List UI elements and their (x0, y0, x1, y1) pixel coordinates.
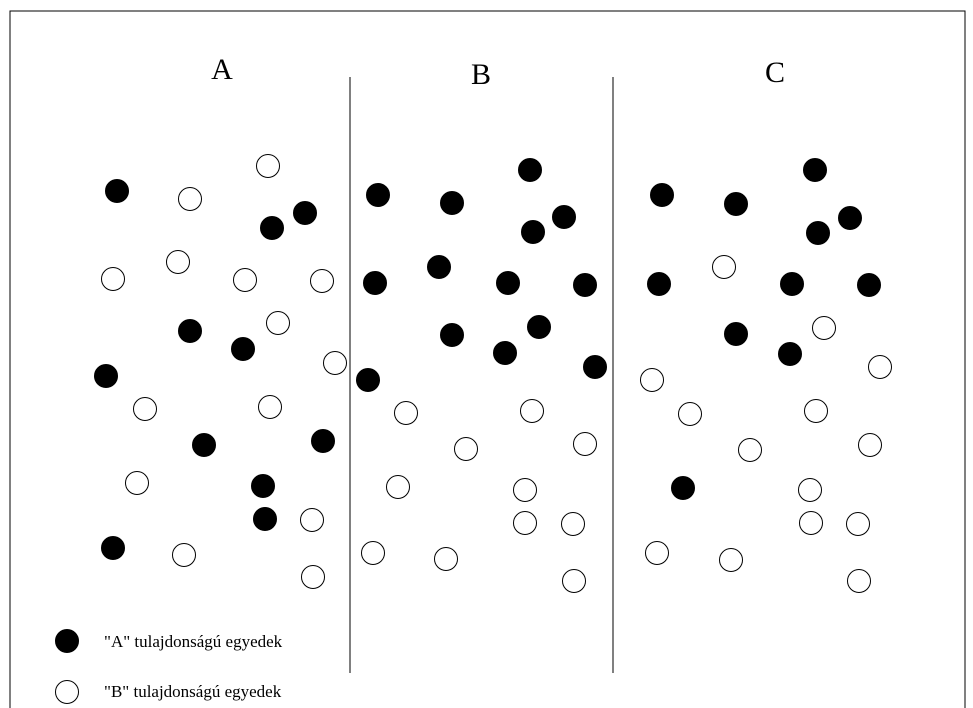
legend-type-b-marker (55, 680, 79, 704)
panel-label-b: B (471, 58, 491, 91)
panel-c-individual-type-b-14 (640, 368, 664, 392)
panel-b-individual-type-a-3 (518, 158, 542, 182)
panel-b-individual-type-a-9 (573, 273, 597, 297)
panel-b-individual-type-a-13 (583, 355, 607, 379)
panel-b-individual-type-b-18 (573, 432, 597, 456)
panel-a-individual-type-b-3 (256, 154, 280, 178)
panel-c-individual-type-a-6 (647, 272, 671, 296)
individuals-group (94, 154, 892, 593)
panel-b-individual-type-b-23 (361, 541, 385, 565)
panel-c-individual-type-a-12 (778, 342, 802, 366)
panel-a-individual-type-a-18 (311, 429, 335, 453)
panel-a-individual-type-a-23 (101, 536, 125, 560)
panel-c-individual-type-b-16 (804, 399, 828, 423)
panel-c-individual-type-b-18 (858, 433, 882, 457)
panel-b-individual-type-b-22 (561, 512, 585, 536)
panel-a-individual-type-b-6 (101, 267, 125, 291)
legend-type-a-label: "A" tulajdonságú egyedek (104, 632, 283, 651)
panel-c-individual-type-b-20 (798, 478, 822, 502)
legend: "A" tulajdonságú egyedek "B" tulajdonság… (55, 629, 283, 704)
panel-a-individual-type-b-19 (125, 471, 149, 495)
panel-b-individual-type-a-8 (496, 271, 520, 295)
panel-a-individual-type-a-14 (94, 364, 118, 388)
panel-c-individual-type-b-22 (846, 512, 870, 536)
panel-a-individual-type-b-16 (258, 395, 282, 419)
panel-a-individual-type-a-5 (260, 216, 284, 240)
panel-c-individual-type-a-5 (806, 221, 830, 245)
panel-c-individual-type-a-10 (724, 322, 748, 346)
panel-b-individual-type-a-11 (527, 315, 551, 339)
panel-a-individual-type-a-20 (251, 474, 275, 498)
panel-b-individual-type-a-2 (440, 191, 464, 215)
panel-c-individual-type-a-3 (803, 158, 827, 182)
panel-a-individual-type-b-22 (300, 508, 324, 532)
panel-c-individual-type-b-7 (712, 255, 736, 279)
panel-b-individual-type-a-1 (366, 183, 390, 207)
panel-c-individual-type-b-17 (738, 438, 762, 462)
panel-b-individual-type-a-4 (552, 205, 576, 229)
panel-c-individual-type-b-25 (847, 569, 871, 593)
panel-a-individual-type-b-11 (266, 311, 290, 335)
panel-b-individual-type-b-15 (394, 401, 418, 425)
panel-a-individual-type-b-13 (323, 351, 347, 375)
panel-b-individual-type-a-12 (493, 341, 517, 365)
panel-c-individual-type-b-21 (799, 511, 823, 535)
panel-label-a: A (211, 53, 233, 86)
panel-a-individual-type-b-25 (301, 565, 325, 589)
legend-type-a-marker (55, 629, 79, 653)
panel-a-individual-type-a-10 (178, 319, 202, 343)
panel-label-c: C (765, 56, 785, 89)
panel-c-individual-type-a-8 (780, 272, 804, 296)
panel-a-individual-type-b-8 (233, 268, 257, 292)
panel-b-individual-type-b-25 (562, 569, 586, 593)
panel-a-individual-type-a-4 (293, 201, 317, 225)
panel-c-individual-type-a-2 (724, 192, 748, 216)
panel-b-individual-type-b-16 (520, 399, 544, 423)
panel-b-individual-type-a-6 (363, 271, 387, 295)
panel-c-individual-type-b-24 (719, 548, 743, 572)
panel-c-individual-type-b-15 (678, 402, 702, 426)
diagram-frame (9, 10, 966, 708)
panel-b-individual-type-a-5 (521, 220, 545, 244)
panel-a-individual-type-b-7 (166, 250, 190, 274)
legend-type-b-label: "B" tulajdonságú egyedek (104, 682, 282, 701)
panel-c-individual-type-b-23 (645, 541, 669, 565)
panel-a-individual-type-a-12 (231, 337, 255, 361)
panel-b-individual-type-b-19 (386, 475, 410, 499)
panel-b-individual-type-a-7 (427, 255, 451, 279)
panel-a-individual-type-b-24 (172, 543, 196, 567)
panel-a-individual-type-a-17 (192, 433, 216, 457)
panel-a-individual-type-b-9 (310, 269, 334, 293)
panel-c-individual-type-a-1 (650, 183, 674, 207)
panel-c-individual-type-a-4 (838, 206, 862, 230)
panel-b-individual-type-b-21 (513, 511, 537, 535)
panel-c-individual-type-a-9 (857, 273, 881, 297)
panel-b-individual-type-a-14 (356, 368, 380, 392)
panel-b-individual-type-a-10 (440, 323, 464, 347)
panel-b-individual-type-b-20 (513, 478, 537, 502)
panel-a-individual-type-a-1 (105, 179, 129, 203)
panel-c-individual-type-b-11 (812, 316, 836, 340)
panel-b-individual-type-b-24 (434, 547, 458, 571)
panel-a-individual-type-b-2 (178, 187, 202, 211)
panel-a-individual-type-a-21 (253, 507, 277, 531)
panel-a-individual-type-b-15 (133, 397, 157, 421)
panel-c-individual-type-a-19 (671, 476, 695, 500)
panel-b-individual-type-b-17 (454, 437, 478, 461)
panel-c-individual-type-b-13 (868, 355, 892, 379)
